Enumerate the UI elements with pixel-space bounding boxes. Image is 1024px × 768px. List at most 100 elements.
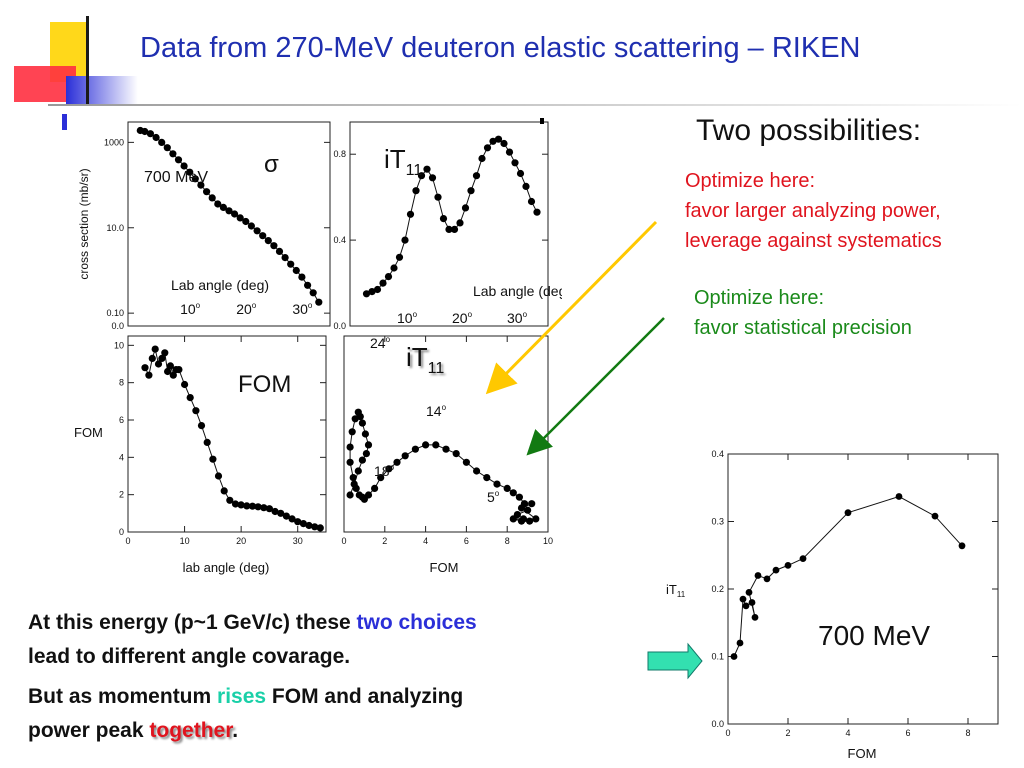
y-tick-label: 0.4 [711,449,724,459]
y-tick-label: 0.0 [333,321,346,331]
bottom-text-2: But as momentum rises FOM and analyzing … [28,680,463,748]
data-point [442,445,450,453]
x-tick-label: 8 [505,536,510,546]
data-point [423,165,431,173]
y-tick-label: 2 [119,490,124,500]
data-point [422,441,430,449]
data-point [509,489,517,497]
data-point [763,575,771,583]
data-point [745,589,753,596]
data-point [141,127,149,136]
data-point [348,428,356,436]
y-tick-label: 0.10 [106,308,124,318]
data-point [799,555,807,562]
data-point [412,187,420,195]
data-point [192,407,200,415]
y-tick-label: 8 [119,378,124,388]
data-point [432,441,440,449]
data-point [180,162,188,170]
data-point [208,194,216,202]
y-tick-label: 0.2 [711,584,724,594]
two-possibilities: Two possibilities: [696,114,922,147]
data-point [164,367,172,376]
data-point [532,515,540,523]
data-point [299,520,307,528]
green-arrow [526,317,665,456]
data-point [260,504,268,512]
data-point [528,500,536,508]
data-point [158,354,166,362]
data-point [346,491,354,499]
data-point [931,512,939,520]
data-point [503,484,511,492]
data-point [151,345,159,353]
bottom-line-2: lead to different angle covarage. [28,645,351,668]
data-point [197,181,205,189]
data-point [145,371,153,379]
bottom-line-1: At this energy (p~1 GeV/c) these two cho… [28,611,477,634]
x-tick-label: 0 [125,536,130,546]
data-point [411,445,419,453]
data-point [203,188,211,196]
data-point [351,415,359,423]
data-point [379,279,387,287]
red-line-3: leverage against systematics [685,230,942,252]
x-axis-label: Lab angle (deg) [473,283,562,299]
data-point [253,227,261,235]
x-tick-label: 6 [464,536,469,546]
decor-title-underline [48,104,1022,106]
data-point [364,491,373,499]
data-point [354,467,362,475]
y-tick-label: 10.0 [106,223,124,233]
data-point [736,639,744,647]
series-line [733,495,963,657]
data-point [174,156,183,164]
x-tick-label: 10 [180,536,190,546]
angle-label-14: 14o [426,403,447,419]
angle-label: 20o [236,301,257,317]
data-point [231,500,240,508]
data-point [456,219,464,227]
data-point [277,509,285,517]
y-tick-label: 0.8 [333,149,346,159]
data-point [349,474,357,482]
x-tick-label: 10 [543,536,553,546]
plot-frame [127,121,331,327]
sigma-symbol: σ [264,151,279,178]
data-point [472,172,481,180]
x-axis-label: FOM [430,560,459,575]
data-point [219,203,227,211]
data-point [489,137,497,145]
data-point [358,419,366,427]
data-point [368,288,376,296]
data-point [141,364,149,372]
data-point [844,509,852,517]
y-tick-label: 0.4 [333,235,346,245]
data-point [428,174,437,182]
data-point [146,130,154,138]
decor-blue-bar [66,76,138,104]
data-point [515,493,523,501]
two-choices-highlight: two choices [356,611,477,634]
top-mark [540,118,544,124]
x-tick-label: 20 [236,536,246,546]
data-point [958,542,966,550]
data-point [784,562,792,569]
bottom-line-4: power peak together. [28,719,239,742]
y-tick-label: 0.0 [711,719,724,729]
data-point [390,264,398,272]
label-700mev-right: 700 MeV [818,620,931,651]
data-point [462,458,470,466]
data-point [161,349,169,357]
data-point [526,517,534,525]
data-point [214,200,222,208]
data-point [500,139,508,148]
data-point [473,467,481,475]
data-point [237,501,245,509]
data-point [483,144,492,152]
data-point [364,441,373,449]
x-axis-label: FOM [848,746,877,761]
data-point [181,380,189,389]
data-point [264,237,272,245]
